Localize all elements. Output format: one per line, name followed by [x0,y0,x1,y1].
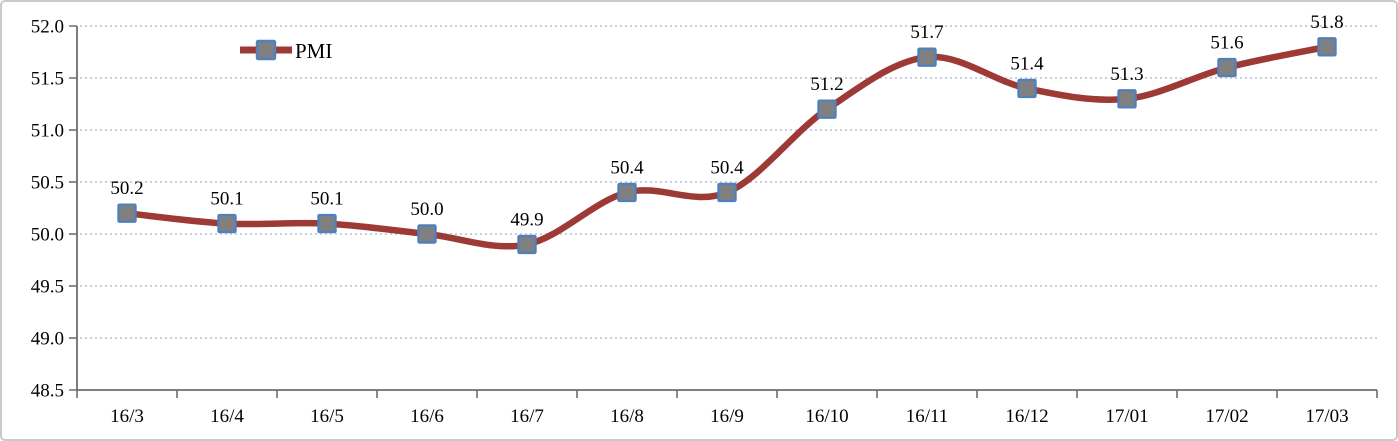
legend: PMI [240,39,332,63]
legend-label: PMI [295,39,332,63]
pmi-series-line [123,43,1331,250]
data-point-marker [1317,37,1337,57]
x-tick-label: 16/9 [710,406,744,427]
y-tick-label: 49.5 [31,277,64,298]
x-tick-label: 16/11 [906,406,949,427]
data-label: 49.9 [510,209,543,230]
x-tick-label: 16/7 [510,406,544,427]
data-label: 51.2 [810,74,843,95]
y-tick-label: 51.0 [31,121,64,142]
data-label: 51.8 [1310,12,1343,33]
y-tick-label: 51.5 [31,69,64,90]
y-tick-label: 49.0 [31,329,64,350]
data-label: 51.6 [1210,33,1243,54]
x-tick-label: 17/02 [1205,406,1248,427]
data-point-marker [817,99,837,119]
data-point-marker [917,47,937,67]
x-tick-label: 16/6 [410,406,444,427]
data-label: 50.0 [410,199,443,220]
y-axis-labels: 52.0 51.5 51.0 50.5 50.0 49.5 49.0 48.5 [31,17,64,402]
data-label: 50.2 [110,178,143,199]
y-tick-label: 50.0 [31,225,64,246]
data-labels: 50.2 50.1 50.1 50.0 49.9 50.4 50.4 51.2 51.7 51.4… [110,12,1343,231]
data-label: 50.4 [710,157,744,178]
data-label: 50.1 [310,189,343,210]
y-tick-label: 52.0 [31,17,64,38]
data-point-marker [717,182,737,203]
x-tick-label: 16/5 [310,406,344,427]
data-label: 51.7 [910,22,943,43]
data-point-marker [117,203,137,223]
data-label: 51.3 [1110,64,1143,85]
data-point-marker [217,213,237,234]
x-tick-label: 16/4 [210,406,244,427]
data-point-marker [1117,89,1137,109]
data-label: 51.4 [1010,53,1044,74]
x-tick-label: 17/03 [1305,406,1348,427]
data-point-marker [1217,57,1237,78]
x-tick-label: 16/8 [610,406,644,427]
legend-marker-sample [255,39,277,61]
data-point-marker [1017,78,1037,99]
data-point-marker [317,213,337,234]
data-point-marker [617,182,637,203]
pmi-series-markers [117,37,1337,255]
data-label: 50.4 [610,157,644,178]
gridlines [80,25,1377,339]
pmi-line [123,43,1331,250]
y-tick-label: 50.5 [31,173,64,194]
x-axis-labels: 16/3 16/4 16/5 16/6 16/7 16/8 16/9 16/10 16/11 16… [110,406,1349,427]
data-point-marker [417,224,437,244]
x-tick-label: 16/3 [110,406,144,427]
data-label: 50.1 [210,189,243,210]
x-tick-label: 16/12 [1005,406,1048,427]
data-point-marker [517,234,537,255]
x-tick-label: 16/10 [805,406,848,427]
axes [69,25,1378,398]
y-tick-label: 48.5 [31,381,64,402]
x-tick-label: 17/01 [1105,406,1148,427]
